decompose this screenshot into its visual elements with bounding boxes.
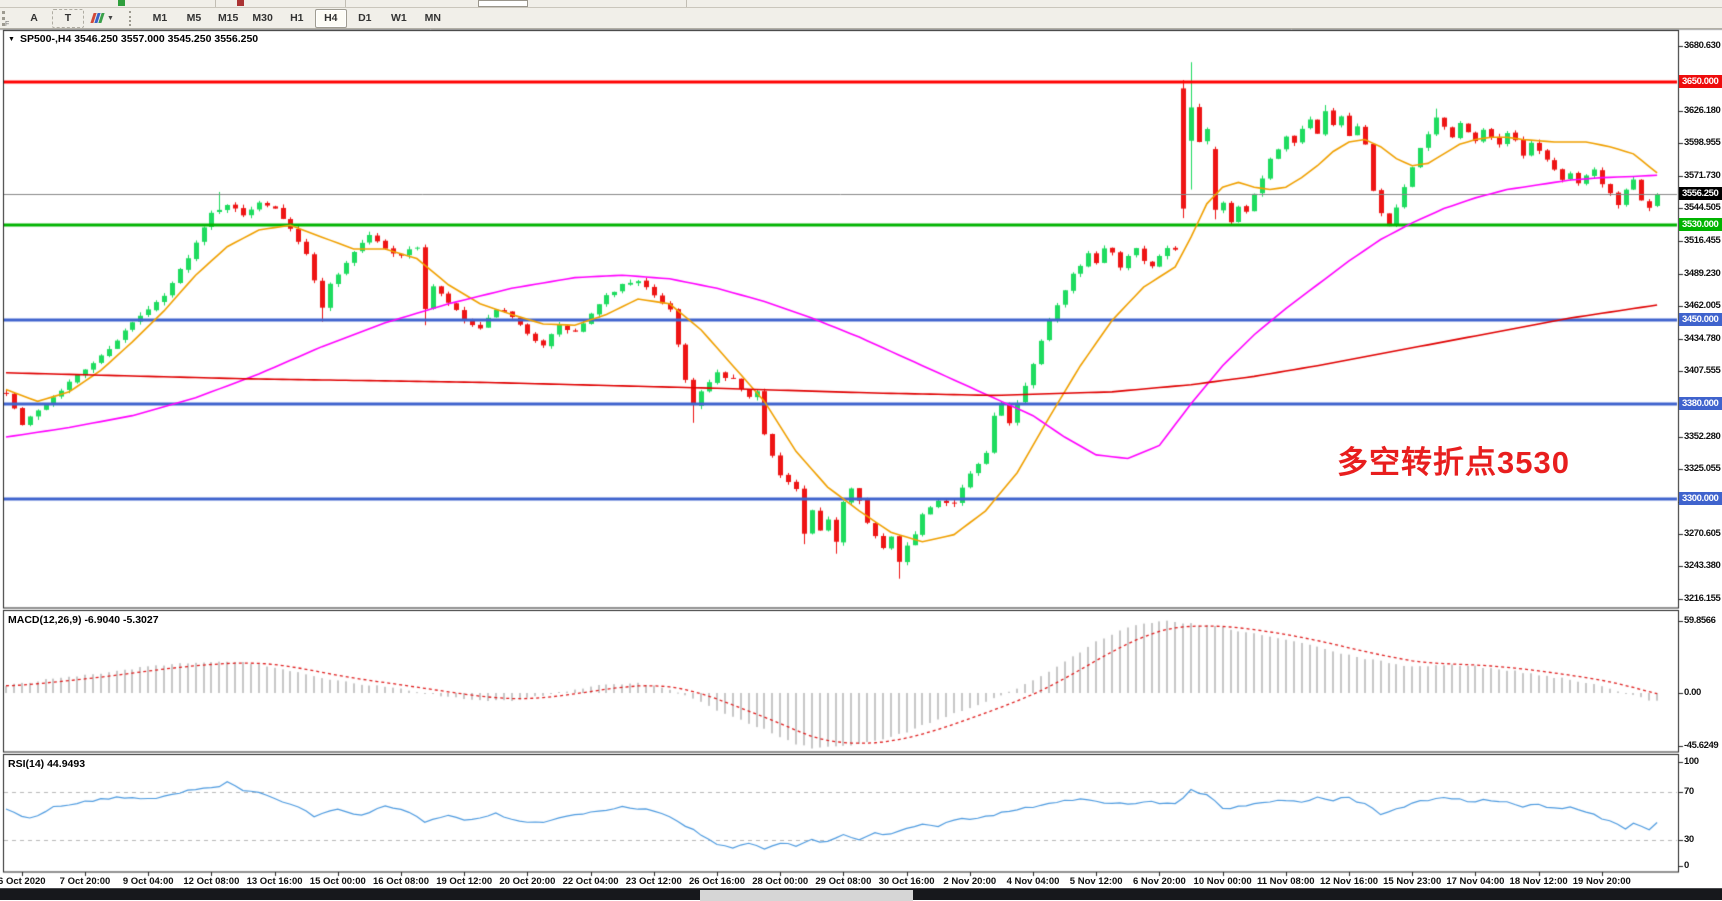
date-axis-label: 26 Oct 16:00 [689,876,745,887]
rsi-axis-tick: 30 [1684,833,1694,845]
date-axis-label: 30 Oct 16:00 [878,876,935,887]
price-badge-3556-250: 3556.250 [1679,187,1722,200]
date-axis-label: 7 Oct 20:00 [59,876,111,887]
date-axis-label: 12 Oct 08:00 [183,876,240,887]
rsi-axis-tick: 0 [1684,860,1689,871]
date-axis-label: 12 Nov 16:00 [1319,876,1379,887]
macd-axis-tick: 59.8566 [1684,614,1716,626]
bottom-bar-segment[interactable] [700,890,913,901]
date-axis-label: 15 Oct 00:00 [309,876,366,887]
rsi-axis-tick: 100 [1684,756,1699,767]
date-axis-label: 6 Nov 20:00 [1132,876,1186,887]
price-badge-3300-000: 3300.000 [1679,491,1722,505]
price-axis-tick: 3270.605 [1684,527,1721,539]
date-axis-label: 19 Nov 20:00 [1572,876,1631,887]
date-axis-label: 23 Oct 12:00 [625,876,682,887]
date-axis-label: 4 Nov 04:00 [1006,876,1060,887]
date-axis-label: 6 Oct 2020 [0,876,46,887]
date-axis-label: 28 Oct 00:00 [752,876,809,887]
date-axis-label: 10 Nov 00:00 [1193,876,1252,887]
price-axis-tick: 3243.380 [1684,560,1721,572]
price-badge-3380-000: 3380.000 [1679,396,1722,410]
date-axis-label: 2 Nov 20:00 [943,876,997,887]
date-axis-label: 5 Nov 12:00 [1069,876,1123,887]
price-axis-tick: 3516.455 [1684,235,1721,247]
date-axis-label: 22 Oct 04:00 [562,876,619,887]
date-axis-label: 18 Nov 12:00 [1509,876,1568,887]
bottom-bar [0,888,1722,901]
date-axis-label: 13 Oct 16:00 [246,876,303,887]
date-axis-label: 19 Oct 12:00 [436,876,493,887]
annotation-text-object[interactable]: 多空转折点3530 [1337,445,1570,480]
rsi-axis-tick: 70 [1684,786,1694,798]
date-axis-label: 29 Oct 08:00 [815,876,872,887]
price-axis-tick: 3626.180 [1684,104,1721,116]
price-badge-3530-000: 3530.000 [1679,218,1722,232]
price-axis-tick: 3598.955 [1684,137,1721,149]
macd-axis-tick: 0.00 [1684,687,1701,698]
date-axis-label: 20 Oct 20:00 [499,876,556,887]
price-axis-tick: 3680.630 [1684,40,1721,51]
date-axis-label: 9 Oct 04:00 [122,876,174,887]
price-axis-tick: 3434.780 [1684,332,1721,344]
price-badge-3450-000: 3450.000 [1679,313,1722,327]
price-axis-tick: 3571.730 [1684,169,1721,181]
price-axis-tick: 3462.005 [1684,300,1721,312]
price-axis-tick: 3407.555 [1684,364,1721,376]
price-axis-tick: 3325.055 [1684,463,1721,475]
macd-axis-tick: -45.6249 [1684,740,1719,751]
price-axis-tick: 3489.230 [1684,267,1721,279]
macd-indicator-label: MACD(12,26,9) -6.9040 -5.3027 [8,614,159,626]
date-axis-label: 15 Nov 23:00 [1383,876,1442,887]
date-axis-label: 16 Oct 08:00 [373,876,429,887]
price-badge-3650-000: 3650.000 [1679,75,1722,89]
price-axis-tick: 3352.280 [1684,430,1721,442]
price-axis-tick: 3216.155 [1684,592,1721,604]
rsi-indicator-label: RSI(14) 44.9493 [8,758,86,770]
date-axis-label: 17 Nov 04:00 [1446,876,1505,887]
price-axis-tick: 3544.505 [1684,201,1721,213]
symbol-dropdown-icon[interactable]: ▼ [8,36,15,43]
chart-title: ▼ SP500-,H4 3546.250 3557.000 3545.250 35… [8,33,259,45]
date-axis-label: 11 Nov 08:00 [1257,876,1315,887]
